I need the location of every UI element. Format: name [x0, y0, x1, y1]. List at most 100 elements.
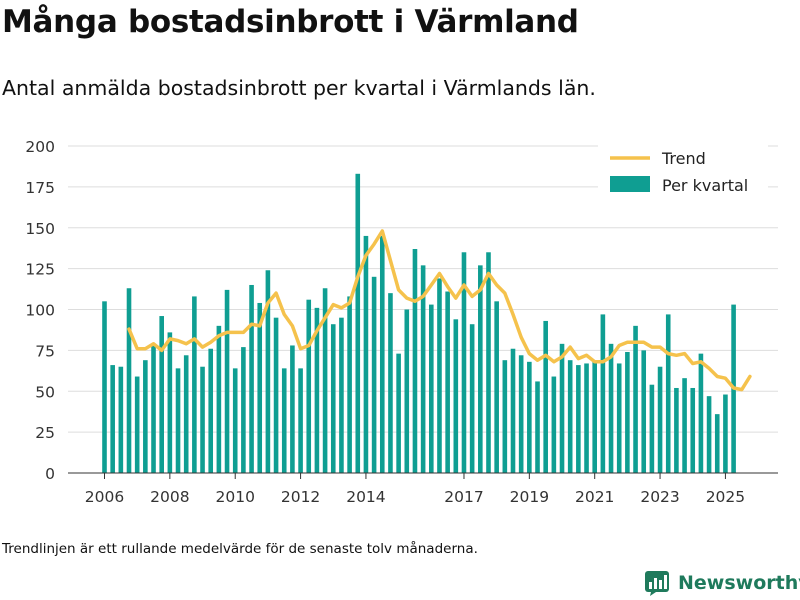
bar	[535, 381, 540, 473]
bar	[706, 396, 712, 473]
x-tick-label: 2019	[510, 488, 549, 506]
bar	[567, 360, 573, 473]
bar	[469, 324, 475, 473]
bar	[649, 384, 655, 473]
bar	[290, 345, 295, 473]
x-tick-label: 2025	[706, 488, 745, 506]
newsworthy-logo[interactable]: Newsworthy	[644, 569, 800, 597]
bar	[257, 302, 263, 473]
bar	[355, 173, 361, 474]
bar	[216, 325, 222, 473]
chart-legend: Trend Per kvartal	[598, 138, 768, 202]
bar	[159, 316, 164, 473]
x-tick-label: 2006	[85, 488, 124, 506]
bar	[281, 368, 287, 473]
bar	[363, 235, 369, 473]
bar	[404, 309, 410, 473]
bar	[322, 288, 328, 473]
bar	[429, 304, 434, 473]
bar	[183, 355, 189, 473]
bar	[241, 347, 246, 473]
y-tick-label: 125	[25, 261, 55, 279]
y-tick-label: 25	[35, 424, 55, 442]
bar	[625, 352, 630, 473]
x-tick-label: 2023	[640, 488, 679, 506]
bar	[608, 343, 614, 473]
bar	[584, 363, 589, 473]
y-tick-label: 175	[25, 179, 55, 197]
y-tick-label: 0	[45, 465, 55, 483]
bar	[265, 270, 271, 473]
bar	[306, 299, 312, 473]
bar	[151, 343, 156, 473]
bar	[143, 360, 148, 473]
y-tick-label: 50	[35, 383, 55, 401]
bar	[200, 366, 205, 473]
bar	[461, 252, 467, 473]
bar	[167, 332, 173, 473]
y-tick-label: 100	[25, 302, 55, 320]
bar	[396, 353, 401, 473]
y-tick-label: 150	[25, 220, 55, 238]
bar	[682, 378, 687, 473]
bar	[551, 376, 557, 473]
bar	[273, 317, 279, 473]
y-axis-labels: 0 25 50 75 100 125 150 175 200	[25, 138, 55, 483]
bar	[445, 291, 450, 473]
bar	[224, 289, 230, 473]
bar	[510, 348, 516, 473]
bar	[232, 368, 238, 473]
bar	[330, 324, 336, 473]
bar	[175, 368, 181, 473]
bar	[486, 252, 491, 473]
y-tick-label: 75	[35, 342, 55, 360]
bar	[110, 365, 115, 473]
bar	[102, 301, 107, 473]
bar	[714, 414, 720, 473]
x-tick-label: 2012	[281, 488, 320, 506]
bar	[339, 317, 344, 473]
bar	[134, 376, 140, 473]
brand-name: Newsworthy	[678, 572, 800, 594]
bar	[379, 235, 385, 473]
bar	[657, 366, 663, 473]
x-tick-label: 2017	[444, 488, 483, 506]
bar	[616, 363, 622, 473]
bar	[592, 361, 597, 473]
x-tick-label: 2014	[346, 488, 385, 506]
bar	[559, 343, 565, 473]
bar	[126, 288, 132, 473]
bar	[665, 314, 671, 473]
bar	[192, 296, 197, 473]
bar	[314, 307, 320, 473]
bar	[118, 366, 124, 473]
bar	[494, 301, 499, 473]
legend-trend-label: Trend	[661, 149, 706, 168]
bar	[347, 296, 352, 473]
y-tick-label: 200	[25, 138, 55, 156]
x-axis-labels: 2006 2008 2010 2012 2014 2017 2019 2021 2023 2025	[85, 473, 745, 506]
newsworthy-logo-icon	[645, 571, 669, 596]
bar	[388, 293, 393, 473]
bar	[576, 365, 581, 473]
bar	[698, 353, 704, 473]
bar	[518, 355, 524, 473]
bar	[600, 314, 606, 473]
bar	[453, 319, 459, 473]
bar	[633, 325, 638, 473]
bar	[723, 394, 728, 473]
bar	[527, 361, 532, 473]
bar	[249, 284, 254, 473]
bar	[437, 278, 442, 473]
bar	[674, 387, 679, 473]
bar	[641, 350, 647, 473]
bar	[420, 265, 426, 473]
x-tick-label: 2010	[215, 488, 254, 506]
footnote: Trendlinjen är ett rullande medelvärde f…	[2, 541, 478, 557]
legend-bar-swatch	[610, 176, 650, 192]
x-tick-label: 2008	[150, 488, 189, 506]
x-tick-label: 2021	[575, 488, 614, 506]
bar	[478, 265, 483, 473]
page-title: Många bostadsinbrott i Värmland	[2, 4, 579, 40]
